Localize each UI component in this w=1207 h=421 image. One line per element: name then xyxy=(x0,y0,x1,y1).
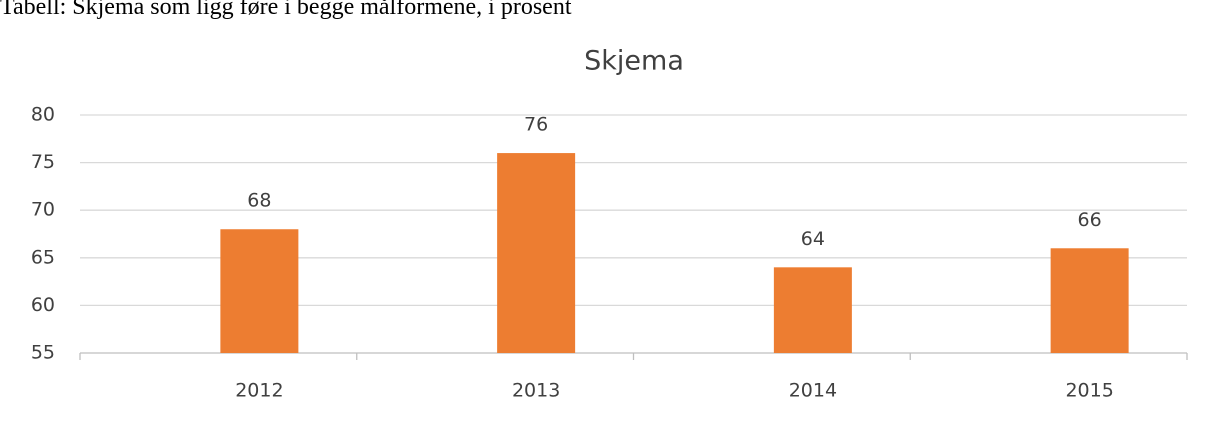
bar xyxy=(220,229,299,353)
bar xyxy=(497,153,576,353)
bar xyxy=(1050,248,1129,353)
y-tick-label: 75 xyxy=(31,151,55,173)
y-tick-label: 80 xyxy=(31,104,55,126)
y-tick-label: 70 xyxy=(31,199,55,221)
caption: Tabell: Skjema som ligg føre i begge mål… xyxy=(0,0,572,20)
y-tick-label: 60 xyxy=(31,294,55,316)
chart-title: Skjema xyxy=(584,46,684,77)
data-label: 66 xyxy=(1078,209,1102,231)
x-tick-label: 2013 xyxy=(512,380,560,402)
x-tick-label: 2015 xyxy=(1065,380,1113,402)
data-label: 68 xyxy=(247,190,271,212)
x-tick-label: 2014 xyxy=(789,380,837,402)
data-label: 76 xyxy=(524,114,548,136)
data-label: 64 xyxy=(801,228,825,250)
y-tick-label: 65 xyxy=(31,246,55,268)
y-tick-label: 55 xyxy=(31,342,55,364)
x-tick-label: 2012 xyxy=(235,380,283,402)
bar xyxy=(773,267,852,353)
